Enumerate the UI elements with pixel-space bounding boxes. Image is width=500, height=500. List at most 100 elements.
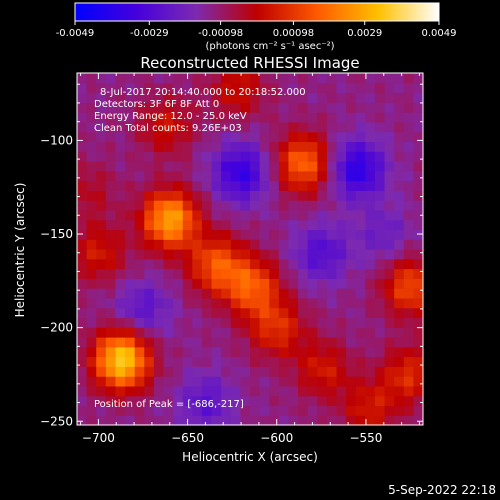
heatmap-cell — [192, 268, 203, 279]
heatmap-cell — [163, 82, 174, 94]
heatmap-cell — [211, 288, 222, 299]
heatmap-cell — [326, 297, 338, 309]
heatmap-cell — [288, 102, 299, 113]
heatmap-cell — [374, 258, 386, 270]
heatmap-cell — [77, 200, 88, 211]
heatmap-cell — [96, 180, 107, 191]
heatmap-cell — [365, 151, 376, 162]
heatmap-cell — [384, 180, 395, 191]
heatmap-cell — [278, 229, 290, 240]
heatmap-cell — [134, 219, 145, 231]
heatmap-cell — [336, 376, 347, 387]
detectors-annotation: Detectors: 3F 6F 8F Att 0 — [94, 99, 219, 110]
heatmap-cell — [153, 131, 165, 143]
heatmap-cell — [201, 141, 213, 152]
heatmap-cell — [105, 307, 117, 319]
heatmap-cell — [192, 180, 203, 191]
heatmap-cell — [182, 317, 193, 328]
heatmap-cell — [413, 297, 423, 309]
heatmap-cell — [230, 121, 241, 133]
heatmap-cell — [115, 170, 126, 182]
heatmap-cell — [317, 121, 328, 133]
heatmap-cell — [182, 190, 193, 201]
heatmap-cell — [173, 317, 184, 328]
heatmap-cell — [86, 268, 97, 279]
heatmap-cell — [201, 288, 213, 299]
heatmap-cell — [115, 415, 126, 425]
heatmap-cell — [192, 92, 203, 103]
heatmap-cell — [144, 385, 155, 397]
heatmap-cell — [298, 366, 309, 377]
heatmap-cell — [384, 73, 395, 84]
heatmap-cell — [134, 366, 145, 377]
heatmap-cell — [326, 307, 338, 319]
heatmap-cell — [384, 337, 395, 348]
heatmap-cell — [365, 161, 376, 172]
heatmap-cell — [374, 170, 386, 182]
heatmap-cell — [365, 219, 376, 231]
heatmap-cell — [115, 278, 126, 289]
heatmap-cell — [182, 346, 193, 358]
heatmap-cell — [394, 278, 405, 289]
heatmap-cell — [269, 258, 280, 270]
heatmap-cell — [326, 151, 338, 162]
heatmap-cell — [326, 395, 338, 407]
heatmap-cell — [365, 239, 376, 250]
heatmap-cell — [355, 268, 366, 279]
heatmap-cell — [298, 151, 309, 162]
heatmap-cell — [173, 307, 184, 319]
heatmap-cell — [86, 200, 97, 211]
heatmap-cell — [144, 249, 155, 260]
heatmap-cell — [230, 102, 241, 113]
heatmap-cell — [221, 385, 232, 397]
heatmap-cell — [134, 337, 145, 348]
heatmap-cell — [230, 151, 241, 162]
heatmap-cell — [269, 190, 280, 201]
heatmap-cell — [134, 385, 145, 397]
heatmap-cell — [403, 151, 414, 162]
heatmap-cell — [307, 288, 318, 299]
heatmap-cell — [182, 327, 193, 338]
time-range-annotation: 8-Jul-2017 20:14:40.000 to 20:18:52.000 — [100, 87, 306, 98]
heatmap-cell — [355, 131, 366, 143]
heatmap-cell — [77, 131, 88, 143]
heatmap-cell — [153, 356, 165, 367]
heatmap-cell — [221, 170, 232, 182]
heatmap-cell — [384, 356, 395, 367]
heatmap-cell — [125, 219, 136, 231]
heatmap-cell — [250, 112, 261, 123]
heatmap-cell — [346, 209, 357, 221]
heatmap-cell — [201, 131, 213, 143]
heatmap-cell — [394, 200, 405, 211]
heatmap-cell — [355, 366, 366, 377]
heatmap-cell — [230, 317, 241, 328]
heatmap-cell — [384, 405, 395, 416]
heatmap-cell — [298, 249, 309, 260]
heatmap-cell — [125, 161, 136, 172]
heatmap-cell — [326, 73, 338, 84]
heatmap-cell — [240, 92, 251, 103]
heatmap-cell — [365, 337, 376, 348]
heatmap-cell — [86, 356, 97, 367]
heatmap-cell — [105, 229, 117, 240]
heatmap-cell — [384, 288, 395, 299]
heatmap-cell — [240, 219, 251, 231]
heatmap-cell — [77, 385, 88, 397]
heatmap-cell — [163, 131, 174, 143]
heatmap-cell — [163, 180, 174, 191]
heatmap-cell — [221, 346, 232, 358]
heatmap-cell — [394, 209, 405, 221]
y-tick-label: −150 — [40, 227, 73, 241]
heatmap-cell — [230, 307, 241, 319]
plot-frame — [76, 72, 424, 426]
heatmap-cell — [153, 385, 165, 397]
heatmap-cell — [192, 346, 203, 358]
heatmap-cell — [336, 82, 347, 94]
heatmap-cell — [269, 415, 280, 425]
heatmap-cell — [125, 112, 136, 123]
heatmap-cell — [115, 209, 126, 221]
heatmap-cell — [192, 405, 203, 416]
heatmap-cell — [413, 102, 423, 113]
heatmap-cell — [201, 112, 213, 123]
heatmap-cell — [86, 376, 97, 387]
